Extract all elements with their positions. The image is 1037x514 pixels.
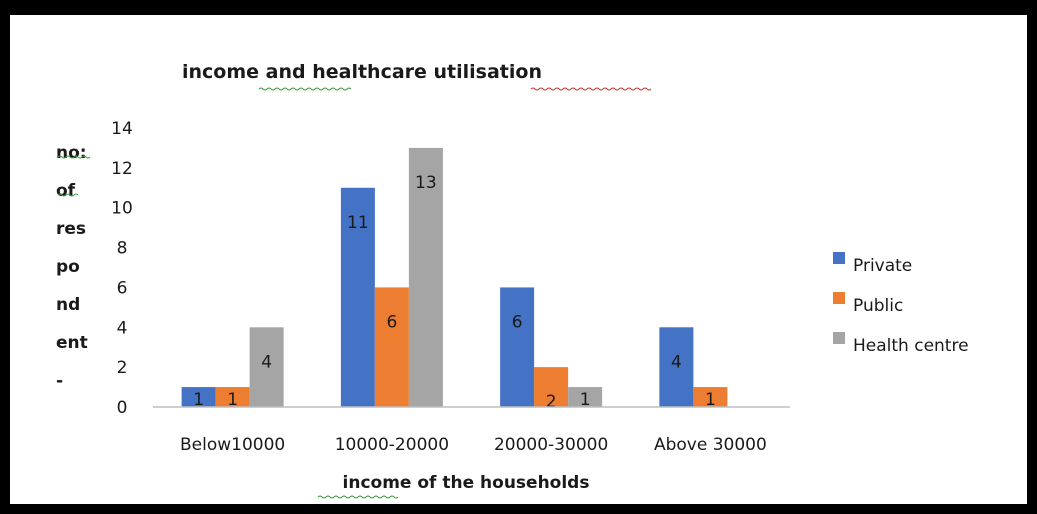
bar-health-centre [249,327,284,407]
y-axis-ticks: 0 2 4 6 8 10 12 14 [111,119,133,418]
bar-private [659,327,694,407]
y-tick-label: 0 [117,398,128,418]
bar-health-centre [408,147,443,407]
data-label: 1 [227,390,238,410]
bar-health-centre [568,387,603,407]
y-axis-title-line: - [56,371,63,391]
y-axis-title-line: nd [56,295,80,315]
y-tick-label: 14 [111,119,133,139]
chart-frame: income and healthcare utilisation no: of r… [10,10,1027,504]
bar-private [340,187,375,407]
x-tick-label: 20000-30000 [494,435,608,455]
legend-swatch [833,292,845,304]
y-tick-label: 8 [117,239,128,259]
data-label: 13 [415,173,437,193]
chart-title: income and healthcare utilisation [182,61,542,83]
data-label: 11 [347,213,369,233]
y-axis-title: no: of res po nd ent - [56,143,88,391]
y-tick-label: 6 [117,278,128,298]
legend: Private Public Health centre [833,252,969,356]
data-label: 4 [261,352,272,372]
bar-public [534,367,569,407]
y-tick-label: 12 [111,159,133,179]
y-axis-title-line: of [56,181,76,201]
x-axis-ticks: Below10000 10000-20000 20000-30000 Above 30… [180,435,767,455]
y-tick-label: 4 [117,318,128,338]
data-label: 6 [512,312,523,332]
bar-chart: income and healthcare utilisation no: of r… [56,61,969,499]
y-tick-label: 2 [117,358,128,378]
legend-swatch [833,332,845,344]
legend-label: Health centre [853,336,969,356]
legend-label: Private [853,256,912,276]
y-axis-title-line: ent [56,333,88,353]
bar-public [215,387,250,407]
data-label: 1 [705,390,716,410]
x-axis-title: income of the households [343,473,590,493]
y-axis-title-line: po [56,257,80,277]
legend-swatch [833,252,845,264]
data-label: 1 [193,390,204,410]
data-label: 6 [386,312,397,332]
bar-public [693,387,728,407]
legend-label: Public [853,296,903,316]
bar-private [181,387,216,407]
bar-private [500,287,535,407]
data-label: 1 [580,390,591,410]
bar-public [374,287,409,407]
spellcheck-underlines [57,87,652,499]
x-tick-label: 10000-20000 [335,435,449,455]
data-label: 4 [671,352,682,372]
y-axis-title-line: res [56,219,86,239]
x-tick-label: Below10000 [180,435,285,455]
data-label: 2 [546,392,557,412]
x-tick-label: Above 30000 [654,435,767,455]
y-tick-label: 10 [111,199,133,219]
y-axis-title-line: no: [56,143,87,163]
